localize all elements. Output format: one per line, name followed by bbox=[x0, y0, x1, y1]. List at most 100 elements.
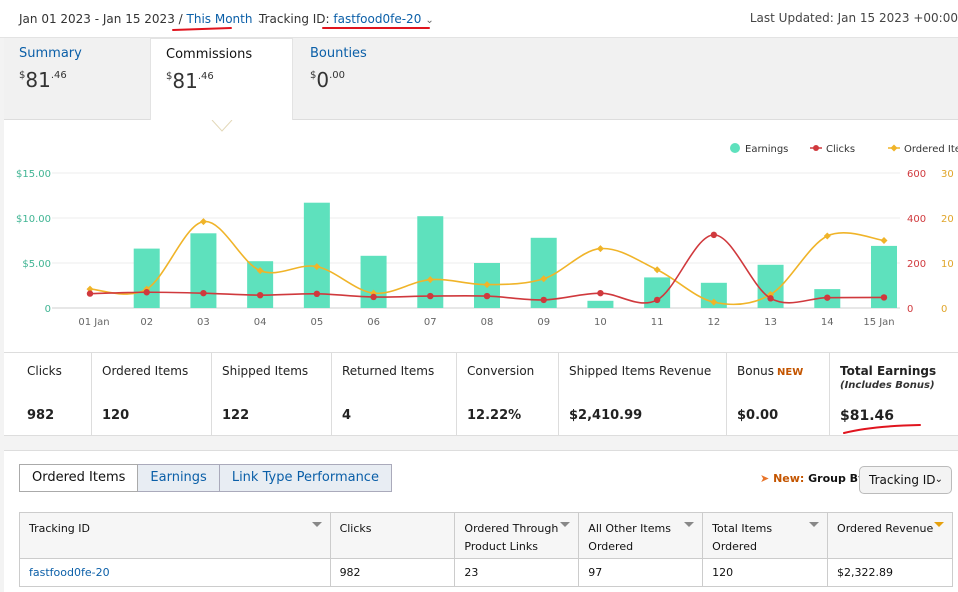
chevron-down-icon[interactable]: ⌄ bbox=[256, 15, 265, 26]
x-tick-label: 05 bbox=[310, 317, 323, 328]
metric-label: Clicks bbox=[27, 364, 62, 378]
sort-icon[interactable] bbox=[934, 522, 944, 527]
metric-sublabel: (Includes Bonus) bbox=[840, 380, 935, 391]
x-tick-label: 09 bbox=[537, 317, 550, 328]
group-by-select[interactable]: Tracking ID ⌄ bbox=[859, 466, 952, 494]
point-clicks bbox=[880, 294, 888, 301]
y-mid-tick-label: 600 bbox=[907, 169, 926, 180]
tab-pointer bbox=[211, 120, 233, 132]
cell-clicks: 982 bbox=[329, 558, 456, 587]
point-clicks bbox=[767, 295, 774, 302]
point-clicks bbox=[370, 293, 377, 301]
tab-commissions[interactable]: Commissions $81.46 bbox=[150, 38, 293, 122]
tracking-id-selector[interactable]: fastfood0fe-20 bbox=[333, 12, 422, 26]
tab-link-type-performance[interactable]: Link Type Performance bbox=[219, 464, 392, 492]
tab-bounties[interactable]: Bounties $0.00 bbox=[295, 38, 435, 120]
metric-label: Ordered Items bbox=[102, 364, 189, 378]
point-ordered-items bbox=[710, 298, 718, 306]
x-tick-label: 01 Jan bbox=[78, 317, 109, 328]
metric-label: Shipped Items Revenue bbox=[569, 364, 712, 378]
metric-value: 120 bbox=[102, 408, 130, 423]
x-tick-label: 12 bbox=[707, 317, 720, 328]
chevron-down-icon: ⌄ bbox=[934, 474, 943, 485]
metric-value: $2,410.99 bbox=[569, 408, 643, 423]
point-clicks bbox=[653, 296, 661, 304]
legend-label: Earnings bbox=[745, 144, 788, 155]
point-clicks bbox=[824, 294, 831, 301]
table-row: fastfood0fe-20 982 23 97 120 $2,322.89 bbox=[19, 558, 953, 587]
column-header-ordered-through-product-links[interactable]: Ordered Through Product Links bbox=[454, 512, 580, 559]
metric-total-earnings: Total Earnings (Includes Bonus) $81.46 bbox=[830, 353, 958, 436]
metric-shipped-revenue: Shipped Items Revenue $2,410.99 bbox=[559, 353, 727, 436]
tab-ordered-items[interactable]: Ordered Items bbox=[19, 464, 139, 492]
date-range: Jan 01 2023 - Jan 15 2023 / This Month ⌄ bbox=[19, 12, 265, 26]
tab-commissions-label: Commissions bbox=[166, 47, 253, 62]
bounties-value: $0.00 bbox=[310, 68, 346, 92]
tracking-id-filter: Tracking ID: fastfood0fe-20 ⌄ bbox=[259, 12, 434, 26]
x-tick-label: 15 Jan bbox=[863, 317, 894, 328]
metric-conversion: Conversion 12.22% bbox=[457, 353, 559, 436]
legend-label: Clicks bbox=[826, 144, 855, 155]
ordered-items-table: Tracking ID Clicks Ordered Through Produc… bbox=[19, 512, 953, 587]
y-right-tick-label: 30 bbox=[941, 169, 954, 180]
point-ordered-items bbox=[426, 276, 434, 284]
metric-label: Total Earnings bbox=[840, 364, 937, 378]
y-left-tick-label: $5.00 bbox=[22, 259, 51, 270]
tab-bounties-label: Bounties bbox=[310, 46, 367, 61]
column-header-ordered-revenue[interactable]: Ordered Revenue bbox=[827, 512, 953, 559]
column-header-all-other-items-ordered[interactable]: All Other Items Ordered bbox=[578, 512, 704, 559]
x-tick-label: 08 bbox=[481, 317, 494, 328]
tab-summary[interactable]: Summary $81.46 bbox=[4, 38, 150, 120]
legend-swatch-earnings bbox=[730, 143, 740, 153]
annotation-underline bbox=[843, 424, 921, 434]
point-clicks bbox=[427, 292, 434, 300]
last-updated: Last Updated: Jan 15 2023 +00:00 bbox=[749, 11, 958, 25]
y-mid-tick-label: 400 bbox=[907, 214, 926, 225]
earnings-chart: 0 $5.00 $10.00 $15.00 0 200 400 600 0 10 20 30 01 Ja… bbox=[4, 120, 958, 352]
report-panel: Ordered Items Earnings Link Type Perform… bbox=[4, 450, 958, 592]
group-by-value: Tracking ID bbox=[869, 473, 936, 487]
summary-strip: Summary $81.46 Commissions $81.46 Bounti… bbox=[4, 38, 958, 122]
point-ordered-items bbox=[653, 266, 661, 274]
sort-icon[interactable] bbox=[560, 522, 571, 527]
annotation-underline bbox=[322, 27, 430, 29]
tab-earnings[interactable]: Earnings bbox=[138, 464, 220, 492]
bar-earnings bbox=[417, 216, 444, 308]
legend-label: Ordered Items bbox=[904, 144, 958, 155]
report-tabs: Ordered Items Earnings Link Type Perform… bbox=[19, 464, 392, 492]
table-header-row: Tracking ID Clicks Ordered Through Produc… bbox=[19, 512, 953, 559]
sort-icon[interactable] bbox=[809, 522, 820, 527]
metric-label: Bonus NEW bbox=[737, 364, 804, 378]
y-left-tick-label: $10.00 bbox=[16, 214, 51, 225]
column-header-total-items-ordered[interactable]: Total Items Ordered bbox=[702, 512, 829, 559]
column-header-clicks[interactable]: Clicks bbox=[329, 512, 456, 559]
bar-earnings bbox=[587, 300, 614, 308]
metrics-row: Clicks 982 Ordered Items 120 Shipped Ite… bbox=[4, 352, 958, 436]
top-bar: Jan 01 2023 - Jan 15 2023 / This Month ⌄ … bbox=[0, 0, 958, 38]
cell-tracking-id[interactable]: fastfood0fe-20 bbox=[19, 558, 331, 587]
cell-all-other: 97 bbox=[578, 558, 704, 587]
y-left-tick-label: $15.00 bbox=[16, 169, 51, 180]
point-ordered-items bbox=[313, 263, 321, 271]
new-label: New: bbox=[773, 472, 805, 485]
x-tick-label: 10 bbox=[594, 317, 607, 328]
sort-icon[interactable] bbox=[311, 522, 322, 527]
x-tick-label: 04 bbox=[254, 317, 267, 328]
x-tick-label: 14 bbox=[821, 317, 834, 328]
metric-value: 4 bbox=[342, 408, 352, 423]
group-by-text: Group By: bbox=[808, 472, 870, 485]
period-selector[interactable]: This Month bbox=[186, 12, 253, 26]
metric-value: $0.00 bbox=[737, 408, 779, 423]
y-left-tick-label: 0 bbox=[45, 304, 51, 315]
bar-earnings bbox=[190, 233, 217, 308]
chevron-down-icon[interactable]: ⌄ bbox=[425, 15, 434, 26]
point-clicks bbox=[256, 291, 264, 299]
legend-swatch-ordered-items bbox=[890, 144, 898, 152]
column-header-tracking-id[interactable]: Tracking ID bbox=[19, 512, 331, 559]
point-ordered-items bbox=[880, 237, 888, 244]
point-clicks bbox=[143, 289, 150, 296]
sort-icon[interactable] bbox=[684, 522, 695, 527]
metric-value: 122 bbox=[222, 408, 250, 423]
point-ordered-items bbox=[596, 245, 604, 253]
line-clicks bbox=[89, 234, 885, 304]
